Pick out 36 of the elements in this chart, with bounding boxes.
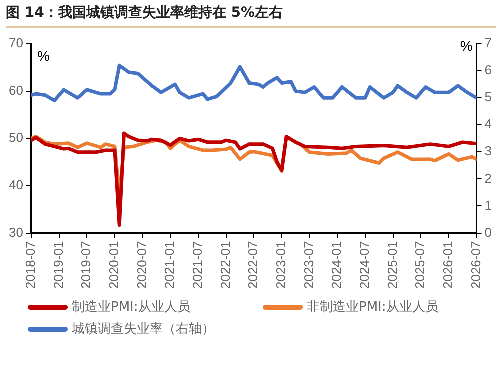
- x-tick-label: 2023-01: [274, 241, 289, 290]
- x-tick-label: 2025-07: [412, 241, 428, 290]
- x-tick-label: 2021-01: [162, 241, 178, 290]
- y2-tick-label: 6: [484, 62, 492, 78]
- y2-tick-label: 3: [484, 144, 492, 159]
- x-tick-label: 2026-01: [440, 241, 456, 290]
- y-tick-label: 50: [8, 130, 24, 146]
- y-axis-title: %: [37, 48, 50, 64]
- y2-tick-label: 7: [484, 36, 492, 51]
- y-tick-label: 30: [8, 224, 24, 240]
- x-tick-label: 2026-07: [468, 241, 484, 290]
- y2-tick-label: 5: [484, 90, 492, 105]
- y2-tick-label: 2: [484, 170, 492, 186]
- y-tick-label: 60: [8, 82, 24, 98]
- x-tick-label: 2022-07: [246, 241, 261, 290]
- x-tick-label: 2024-01: [329, 241, 344, 290]
- x-tick-label: 2022-01: [218, 241, 233, 290]
- x-tick-label: 2023-07: [301, 241, 316, 290]
- y2-tick-label: 4: [484, 116, 492, 132]
- chart-title: 图 14：我国城镇调查失业率维持在 5%左右: [6, 4, 496, 28]
- y2-tick-label: 0: [484, 224, 492, 240]
- x-tick-label: 2020-07: [134, 241, 150, 290]
- x-tick-label: 2024-07: [357, 241, 372, 290]
- y2-tick-label: 1: [484, 198, 492, 213]
- x-tick-label: 2025-01: [384, 241, 400, 290]
- y2-axis-title: %: [460, 38, 473, 54]
- y-tick-label: 40: [8, 178, 24, 193]
- legend-label: 非制造业PMI:从业人员: [307, 299, 438, 316]
- y-tick-label: 70: [8, 36, 24, 51]
- x-tick-label: 2020-01: [106, 241, 122, 290]
- legend-label: 城镇调查失业率（右轴）: [72, 321, 215, 338]
- x-tick-label: 2018-07: [23, 241, 38, 290]
- x-tick-label: 2021-07: [190, 241, 206, 290]
- legend-label: 制造业PMI:从业人员: [72, 299, 190, 316]
- x-tick-label: 2019-07: [78, 241, 94, 290]
- x-tick-label: 2019-01: [50, 241, 66, 290]
